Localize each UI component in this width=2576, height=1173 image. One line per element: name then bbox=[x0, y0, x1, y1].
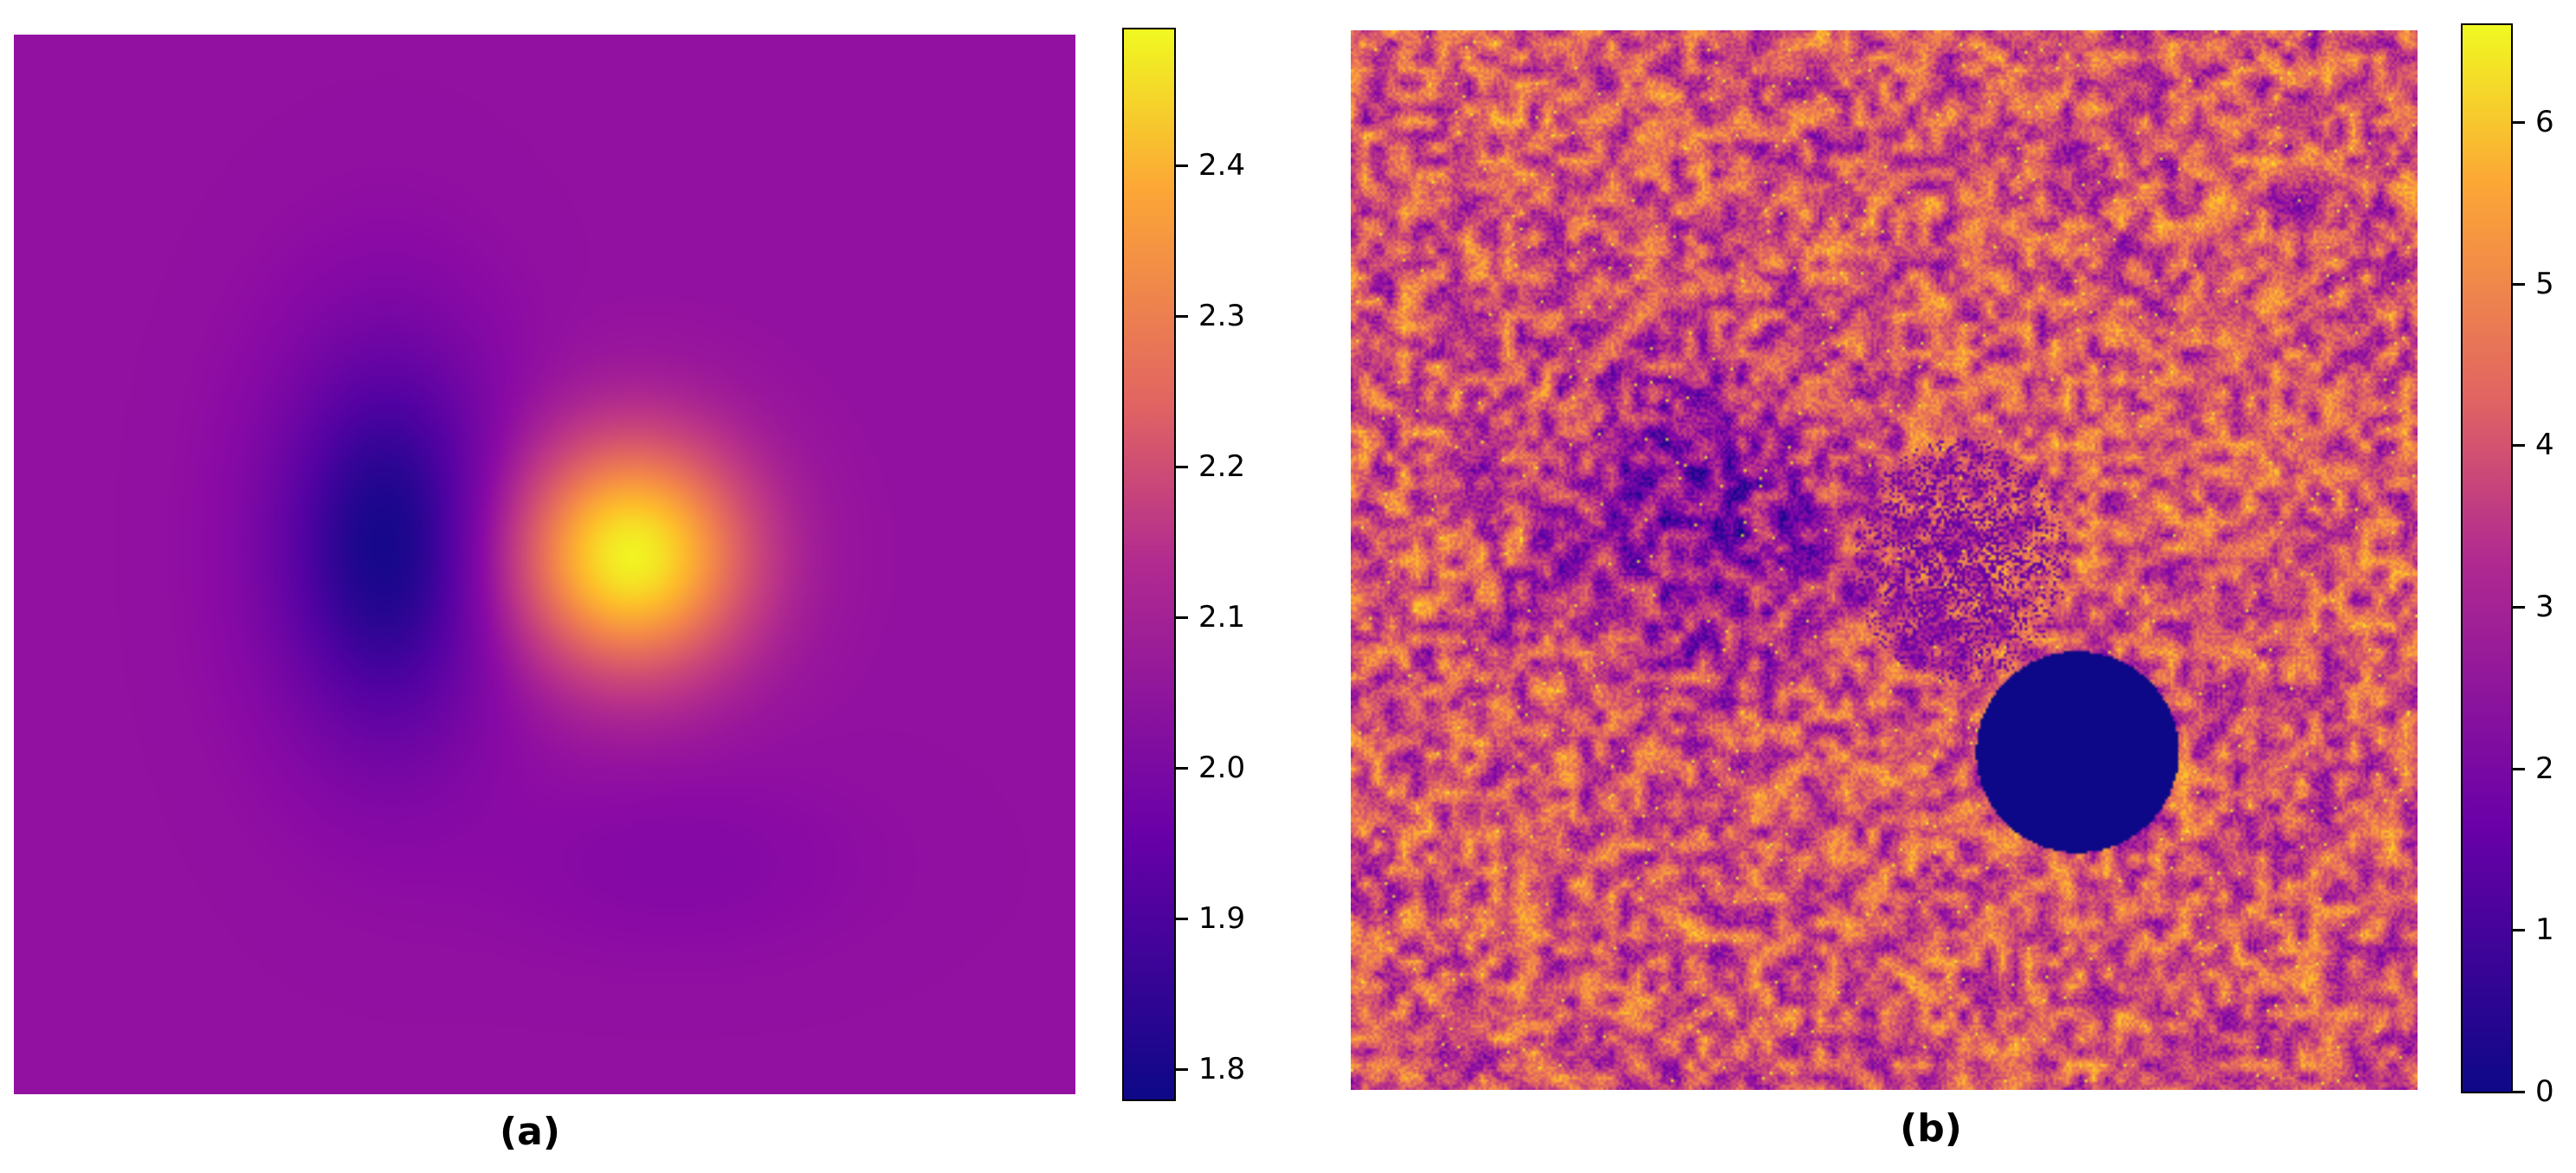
tick-label: 2.1 bbox=[1198, 599, 1246, 635]
caption-b: (b) bbox=[1900, 1106, 1962, 1150]
tick-mark bbox=[1176, 314, 1188, 318]
tick-mark bbox=[2513, 606, 2525, 609]
tick-mark bbox=[1176, 918, 1188, 921]
tick-label: 4 bbox=[2535, 428, 2554, 463]
tick-label: 5 bbox=[2535, 266, 2554, 301]
colorbar-b bbox=[2461, 23, 2513, 1093]
tick-mark bbox=[1176, 767, 1188, 770]
tick-label: 2.4 bbox=[1198, 147, 1246, 183]
tick-label: 2.3 bbox=[1198, 298, 1246, 333]
tick-mark bbox=[2513, 1091, 2525, 1093]
tick-mark bbox=[1176, 1068, 1188, 1072]
tick-label: 2.0 bbox=[1198, 751, 1246, 785]
caption-a: (a) bbox=[500, 1110, 560, 1154]
tick-mark bbox=[1176, 164, 1188, 167]
tick-mark bbox=[2513, 444, 2525, 448]
tick-label: 0 bbox=[2535, 1074, 2554, 1109]
tick-mark bbox=[1176, 616, 1188, 619]
tick-mark bbox=[2513, 282, 2525, 286]
tick-mark bbox=[2513, 929, 2525, 932]
tick-mark bbox=[2513, 767, 2525, 770]
colorbar-a bbox=[1122, 28, 1176, 1101]
tick-label: 1.9 bbox=[1198, 901, 1246, 937]
tick-mark bbox=[2513, 121, 2525, 124]
tick-label: 6 bbox=[2535, 105, 2554, 139]
tick-label: 2 bbox=[2535, 751, 2554, 786]
tick-label: 3 bbox=[2535, 590, 2554, 624]
heatmap-b bbox=[1351, 30, 2418, 1090]
tick-label: 1.8 bbox=[1198, 1052, 1246, 1087]
heatmap-a bbox=[14, 35, 1075, 1094]
tick-label: 2.2 bbox=[1198, 448, 1246, 484]
tick-label: 1 bbox=[2535, 912, 2554, 948]
tick-mark bbox=[1176, 465, 1188, 468]
